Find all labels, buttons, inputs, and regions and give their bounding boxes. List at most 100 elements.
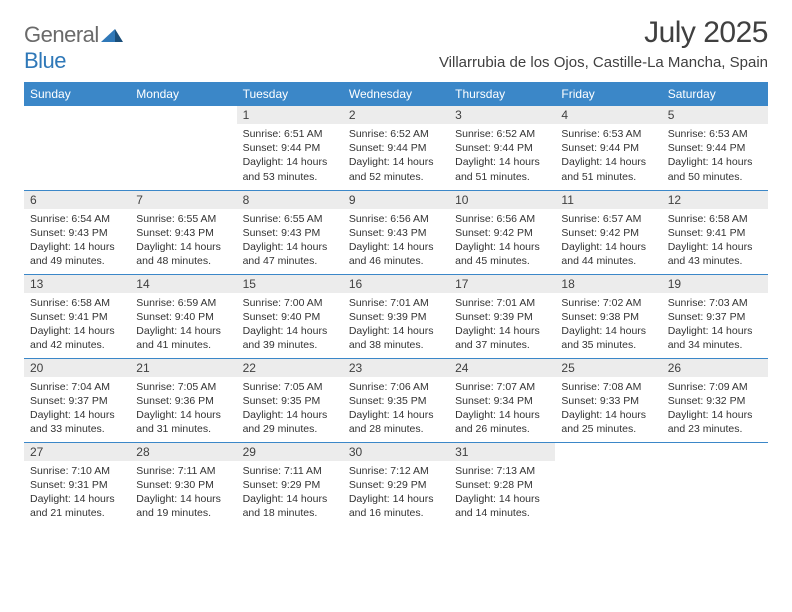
day-number-bar: 13 bbox=[24, 275, 130, 293]
daylight-line: Daylight: 14 hours and 29 minutes. bbox=[243, 409, 328, 435]
calendar-page: GeneralBlue July 2025 Villarrubia de los… bbox=[0, 0, 792, 536]
sunset-line: Sunset: 9:42 PM bbox=[455, 227, 533, 239]
sunset-line: Sunset: 9:33 PM bbox=[561, 395, 639, 407]
day-number-bar: 29 bbox=[237, 443, 343, 461]
weekday-header: Saturday bbox=[662, 82, 768, 106]
day-number-bar: 1 bbox=[237, 106, 343, 124]
sunset-line: Sunset: 9:44 PM bbox=[243, 142, 321, 154]
day-cell: 7Sunrise: 6:55 AMSunset: 9:43 PMDaylight… bbox=[130, 190, 236, 274]
day-content: Sunrise: 6:54 AMSunset: 9:43 PMDaylight:… bbox=[24, 209, 130, 273]
day-cell: 31Sunrise: 7:13 AMSunset: 9:28 PMDayligh… bbox=[449, 442, 555, 526]
sunset-line: Sunset: 9:39 PM bbox=[349, 311, 427, 323]
day-cell: 6Sunrise: 6:54 AMSunset: 9:43 PMDaylight… bbox=[24, 190, 130, 274]
day-number-bar: 12 bbox=[662, 191, 768, 209]
day-content: Sunrise: 6:59 AMSunset: 9:40 PMDaylight:… bbox=[130, 293, 236, 357]
sunset-line: Sunset: 9:30 PM bbox=[136, 479, 214, 491]
day-cell: 20Sunrise: 7:04 AMSunset: 9:37 PMDayligh… bbox=[24, 358, 130, 442]
day-content: Sunrise: 7:05 AM Sunset: 9:35 PM Daylight:… bbox=[237, 377, 343, 441]
sunrise-line: Sunrise: 7:05 AM bbox=[136, 381, 216, 393]
day-content: Sunrise: 6:55 AMSunset: 9:43 PMDaylight:… bbox=[130, 209, 236, 273]
day-number-bar: 19 bbox=[662, 275, 768, 293]
day-number-bar: 10 bbox=[449, 191, 555, 209]
sunrise-line: Sunrise: 7:12 AM bbox=[349, 465, 429, 477]
day-content: Sunrise: 7:12 AMSunset: 9:29 PMDaylight:… bbox=[343, 461, 449, 525]
day-number-bar: 28 bbox=[130, 443, 236, 461]
day-cell: 12Sunrise: 6:58 AMSunset: 9:41 PMDayligh… bbox=[662, 190, 768, 274]
day-content: Sunrise: 7:01 AMSunset: 9:39 PMDaylight:… bbox=[449, 293, 555, 357]
day-number-bar: 23 bbox=[343, 359, 449, 377]
day-content: Sunrise: 7:05 AMSunset: 9:36 PMDaylight:… bbox=[130, 377, 236, 441]
sunset-line: Sunset: 9:38 PM bbox=[561, 311, 639, 323]
sunrise-line: Sunrise: 7:11 AM bbox=[136, 465, 215, 477]
sunset-line: Sunset: 9:29 PM bbox=[243, 479, 321, 491]
daylight-line: Daylight: 14 hours and 42 minutes. bbox=[30, 325, 115, 351]
sunrise-line: Sunrise: 7:10 AM bbox=[30, 465, 110, 477]
sunset-line: Sunset: 9:32 PM bbox=[668, 395, 746, 407]
day-content: Sunrise: 7:04 AMSunset: 9:37 PMDaylight:… bbox=[24, 377, 130, 441]
day-cell: 22 Sunrise: 7:05 AM Sunset: 9:35 PM Dayligh… bbox=[237, 358, 343, 442]
day-number-bar: 22 bbox=[237, 359, 343, 377]
day-content: Sunrise: 6:56 AM Sunset: 9:43 PM Daylight:… bbox=[343, 209, 449, 273]
day-cell bbox=[662, 442, 768, 526]
location-text: Villarrubia de los Ojos, Castille-La Man… bbox=[439, 54, 768, 71]
logo-general: General bbox=[24, 22, 99, 47]
day-cell: 5Sunrise: 6:53 AMSunset: 9:44 PMDaylight… bbox=[662, 106, 768, 190]
daylight-line: Daylight: 14 hours and 46 minutes. bbox=[349, 241, 434, 267]
day-cell: 18Sunrise: 7:02 AMSunset: 9:38 PMDayligh… bbox=[555, 274, 661, 358]
day-cell: 15Sunrise: 7:00 AMSunset: 9:40 PMDayligh… bbox=[237, 274, 343, 358]
sunset-line: Sunset: 9:41 PM bbox=[668, 227, 746, 239]
logo-text: GeneralBlue bbox=[24, 22, 123, 74]
daylight-line: Daylight: 14 hours and 41 minutes. bbox=[136, 325, 221, 351]
sunset-line: Sunset: 9:41 PM bbox=[30, 311, 108, 323]
day-number-bar: 8 bbox=[237, 191, 343, 209]
day-cell: 1Sunrise: 6:51 AMSunset: 9:44 PMDaylight… bbox=[237, 106, 343, 190]
day-content: Sunrise: 7:09 AM Sunset: 9:32 PM Daylight:… bbox=[662, 377, 768, 441]
sunrise-line: Sunrise: 7:04 AM bbox=[30, 381, 110, 393]
daylight-line: Daylight: 14 hours and 51 minutes. bbox=[561, 156, 646, 182]
sunset-line: Sunset: 9:42 PM bbox=[561, 227, 639, 239]
day-content: Sunrise: 7:10 AMSunset: 9:31 PMDaylight:… bbox=[24, 461, 130, 525]
sunrise-line: Sunrise: 6:52 AM bbox=[455, 128, 535, 140]
day-content: Sunrise: 6:57 AMSunset: 9:42 PMDaylight:… bbox=[555, 209, 661, 273]
sunset-line: Sunset: 9:43 PM bbox=[349, 227, 427, 239]
sunset-line: Sunset: 9:44 PM bbox=[668, 142, 746, 154]
sunset-line: Sunset: 9:36 PM bbox=[136, 395, 214, 407]
day-content: Sunrise: 7:00 AMSunset: 9:40 PMDaylight:… bbox=[237, 293, 343, 357]
day-content: Sunrise: 6:52 AMSunset: 9:44 PMDaylight:… bbox=[449, 124, 555, 188]
daylight-line: Daylight: 14 hours and 48 minutes. bbox=[136, 241, 221, 267]
weekday-header: Thursday bbox=[449, 82, 555, 106]
sunrise-line: Sunrise: 6:56 AM bbox=[349, 213, 429, 225]
day-number-bar: 3 bbox=[449, 106, 555, 124]
calendar-body: 1Sunrise: 6:51 AMSunset: 9:44 PMDaylight… bbox=[24, 106, 768, 526]
day-number-bar: 9 bbox=[343, 191, 449, 209]
daylight-line: Daylight: 14 hours and 45 minutes. bbox=[455, 241, 540, 267]
sunset-line: Sunset: 9:28 PM bbox=[455, 479, 533, 491]
day-cell bbox=[555, 442, 661, 526]
day-number-bar: 24 bbox=[449, 359, 555, 377]
week-row: 6Sunrise: 6:54 AMSunset: 9:43 PMDaylight… bbox=[24, 190, 768, 274]
day-number-bar: 15 bbox=[237, 275, 343, 293]
sunrise-line: Sunrise: 7:00 AM bbox=[243, 297, 323, 309]
sunrise-line: Sunrise: 7:05 AM bbox=[243, 381, 323, 393]
sunset-line: Sunset: 9:43 PM bbox=[243, 227, 321, 239]
day-cell: 14Sunrise: 6:59 AMSunset: 9:40 PMDayligh… bbox=[130, 274, 236, 358]
day-number-bar: 5 bbox=[662, 106, 768, 124]
daylight-line: Daylight: 14 hours and 35 minutes. bbox=[561, 325, 646, 351]
weekday-header: Monday bbox=[130, 82, 236, 106]
day-number-bar: 17 bbox=[449, 275, 555, 293]
sunrise-line: Sunrise: 7:09 AM bbox=[668, 381, 748, 393]
daylight-line: Daylight: 14 hours and 18 minutes. bbox=[243, 493, 328, 519]
sunrise-line: Sunrise: 7:01 AM bbox=[455, 297, 535, 309]
sunset-line: Sunset: 9:35 PM bbox=[243, 395, 321, 407]
day-cell: 11Sunrise: 6:57 AMSunset: 9:42 PMDayligh… bbox=[555, 190, 661, 274]
day-content: Sunrise: 6:51 AMSunset: 9:44 PMDaylight:… bbox=[237, 124, 343, 188]
daylight-line: Daylight: 14 hours and 23 minutes. bbox=[668, 409, 753, 435]
day-cell: 30Sunrise: 7:12 AMSunset: 9:29 PMDayligh… bbox=[343, 442, 449, 526]
day-number-bar: 21 bbox=[130, 359, 236, 377]
sunrise-line: Sunrise: 6:55 AM bbox=[243, 213, 323, 225]
day-content: Sunrise: 7:02 AMSunset: 9:38 PMDaylight:… bbox=[555, 293, 661, 357]
week-row: 1Sunrise: 6:51 AMSunset: 9:44 PMDaylight… bbox=[24, 106, 768, 190]
month-title: July 2025 bbox=[439, 16, 768, 50]
day-cell: 27Sunrise: 7:10 AMSunset: 9:31 PMDayligh… bbox=[24, 442, 130, 526]
daylight-line: Daylight: 14 hours and 34 minutes. bbox=[668, 325, 753, 351]
